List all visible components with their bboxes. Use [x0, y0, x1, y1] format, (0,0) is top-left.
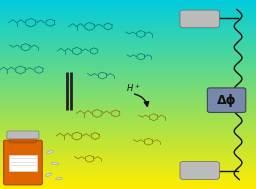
- FancyBboxPatch shape: [7, 131, 39, 139]
- Ellipse shape: [46, 173, 52, 177]
- Ellipse shape: [56, 177, 62, 180]
- FancyBboxPatch shape: [180, 10, 219, 28]
- FancyBboxPatch shape: [180, 162, 219, 179]
- Text: $H^+$: $H^+$: [126, 82, 140, 94]
- Text: Δϕ: Δϕ: [217, 94, 236, 107]
- FancyBboxPatch shape: [9, 137, 36, 143]
- FancyBboxPatch shape: [207, 88, 246, 112]
- Ellipse shape: [51, 162, 59, 165]
- Ellipse shape: [47, 151, 53, 153]
- FancyArrowPatch shape: [135, 94, 149, 106]
- Bar: [9, 155, 37, 171]
- FancyBboxPatch shape: [4, 140, 42, 185]
